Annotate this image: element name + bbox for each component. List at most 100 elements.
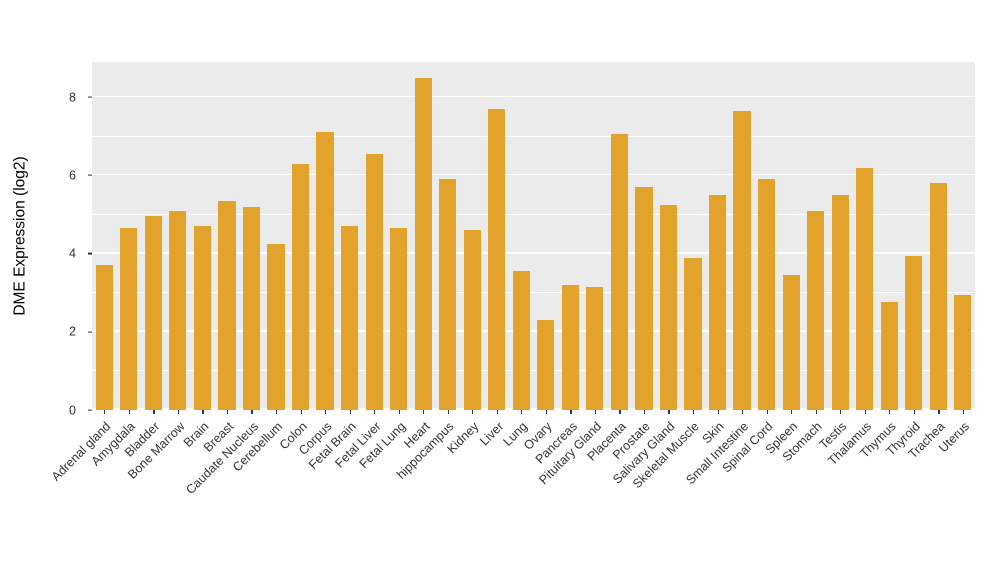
bar-Breast — [218, 200, 236, 410]
bar-Fetal Brain — [340, 226, 359, 410]
bar-Fetal Lung — [390, 228, 408, 410]
bar-Adrenal gland — [95, 265, 113, 410]
bar-hippocampus — [439, 179, 457, 410]
gridline-minor — [92, 213, 975, 215]
x-slot: Pituitary Gland — [536, 410, 608, 530]
x-slot: Amygdala — [89, 410, 142, 530]
bar-slot — [877, 62, 902, 410]
y-tick-label: 4 — [69, 246, 76, 261]
bar-slot — [607, 62, 632, 410]
x-slot: Lung — [501, 410, 534, 530]
x-tick-mark — [668, 410, 670, 414]
x-slot: Colon — [277, 410, 313, 530]
bar-slot — [509, 62, 534, 410]
gridline-minor — [92, 291, 975, 293]
bar-slot — [534, 62, 559, 410]
x-slot: Fetal Lung — [356, 410, 411, 530]
bar-Thalamus — [856, 167, 874, 410]
bar-slot — [386, 62, 411, 410]
bar-slot — [190, 62, 215, 410]
x-slot: Thymus — [857, 410, 902, 530]
x-tick-mark — [496, 410, 498, 414]
x-tick-mark — [104, 410, 106, 414]
x-slot: Fetal Brain — [306, 410, 362, 530]
y-tick-mark — [88, 96, 92, 98]
bar-Trachea — [929, 183, 947, 410]
x-slot: Thalamus — [825, 410, 877, 530]
bar-Thyroid — [905, 255, 923, 410]
gridline-minor — [92, 370, 975, 371]
bar-slot — [411, 62, 436, 410]
x-tick-mark — [153, 410, 155, 414]
x-tick-mark — [226, 410, 229, 414]
x-slot: Corpus — [296, 410, 338, 530]
bar-Pancreas — [561, 284, 579, 410]
y-tick-label: 6 — [69, 168, 76, 183]
bar-Amygdala — [120, 228, 138, 410]
bar-slot — [558, 62, 583, 410]
x-slot: Liver — [477, 410, 510, 530]
y-tick-mark — [88, 409, 92, 411]
bar-Caudate Nucleus — [242, 206, 261, 410]
x-tick-mark — [864, 410, 866, 414]
x-tick-mark — [962, 410, 965, 414]
x-tick-mark — [521, 410, 523, 414]
x-slot: Pancreas — [532, 410, 583, 530]
bar-Uterus — [954, 294, 972, 410]
x-tick-mark — [177, 410, 180, 414]
bar-slot — [485, 62, 510, 410]
gridline-minor — [92, 135, 975, 137]
x-tick-mark — [913, 410, 915, 414]
x-slot: Skeletal Muscle — [630, 410, 706, 530]
gridline-major — [92, 95, 975, 98]
bar-slot — [264, 62, 289, 410]
bar-slot — [166, 62, 191, 410]
x-slot: Spleen — [763, 410, 804, 530]
x-tick-mark — [938, 410, 940, 414]
x-slot: Heart — [401, 410, 436, 530]
x-tick-mark — [570, 410, 572, 414]
bar-slot — [141, 62, 166, 410]
x-tick-mark — [275, 410, 278, 414]
bar-Kidney — [463, 230, 481, 410]
y-axis: 0 2 4 6 8 — [0, 62, 92, 416]
bar-Colon — [291, 163, 310, 410]
y-tick-label: 8 — [69, 89, 76, 104]
x-tick-mark — [889, 410, 891, 414]
bar-slot — [926, 62, 951, 410]
x-slot: Breast — [201, 410, 240, 530]
x-tick-mark — [815, 410, 817, 414]
bar-slot — [828, 62, 853, 410]
bar-slot — [902, 62, 927, 410]
x-slot: Prostate — [610, 410, 657, 530]
x-slot: Cerebellum — [230, 410, 289, 530]
bar-Bone Marrow — [169, 210, 187, 410]
gridline-major — [92, 252, 975, 254]
bar-Small Intestine — [733, 110, 751, 410]
bar-slot — [583, 62, 608, 410]
x-tick-mark — [472, 410, 474, 414]
y-tick-mark — [88, 174, 92, 176]
x-slot: Testis — [817, 410, 853, 530]
x-slot: Stomach — [780, 410, 828, 530]
x-slot: Skin — [700, 410, 730, 530]
gridline-major — [92, 330, 975, 332]
bar-Skeletal Muscle — [684, 257, 702, 410]
bar-Heart — [414, 77, 432, 410]
y-tick-mark — [88, 253, 92, 255]
bar-Brain — [193, 226, 211, 410]
bar-slot — [852, 62, 877, 410]
x-tick-mark — [545, 410, 548, 414]
x-tick-mark — [300, 410, 302, 414]
x-slot: Uterus — [936, 410, 976, 530]
x-tick-mark — [398, 410, 400, 414]
x-slot: Brain — [181, 410, 215, 530]
x-tick-mark — [594, 410, 597, 414]
x-slot: Small Intestine — [683, 410, 755, 530]
x-slot: hippocampus — [394, 410, 460, 530]
bar-slot — [117, 62, 142, 410]
x-slot: Caudate Nucleus — [183, 410, 264, 530]
bar-Stomach — [807, 210, 825, 410]
bars-container — [92, 62, 975, 410]
